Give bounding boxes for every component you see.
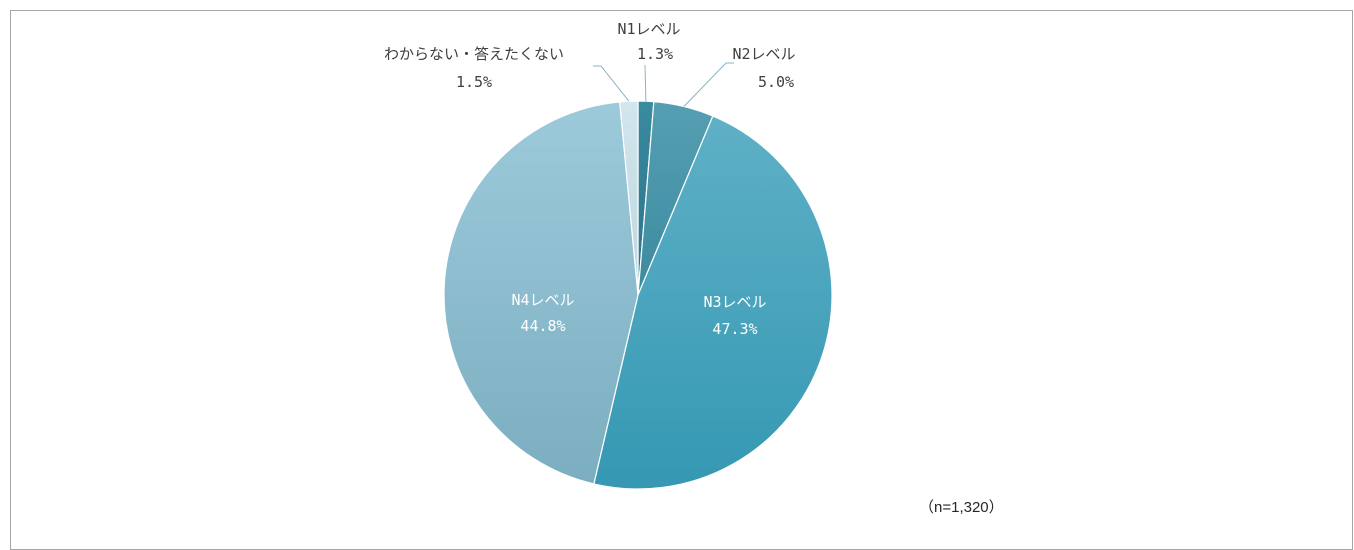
leader-line-n1 xyxy=(644,64,647,102)
pie-slices xyxy=(443,100,833,490)
slice-label-n4-value: 44.8% xyxy=(520,317,565,335)
slice-label-n3-name: N3レベル xyxy=(703,293,766,311)
slice-label-n1-value: 1.3% xyxy=(637,45,673,63)
slice-n3 xyxy=(593,115,833,490)
slice-label-unknown-value: 1.5% xyxy=(456,73,492,91)
pie-chart: N1レベル 1.3% N2レベル 5.0% N3レベル 47.3% N4レベル … xyxy=(384,20,833,490)
slice-label-unknown-name: わからない・答えたくない xyxy=(384,45,564,63)
slice-label-n1-name: N1レベル xyxy=(617,20,680,38)
slice-label-n4-name: N4レベル xyxy=(511,291,574,309)
leader-line-n2 xyxy=(683,62,734,107)
leader-line-unknown xyxy=(593,65,630,102)
slice-label-n2-name: N2レベル xyxy=(732,45,795,63)
slice-n4 xyxy=(443,101,639,485)
slice-label-n3-value: 47.3% xyxy=(712,320,757,338)
slice-label-n2-value: 5.0% xyxy=(758,73,794,91)
sample-size-note: （n=1,320） xyxy=(919,499,1004,516)
leader-lines xyxy=(593,62,734,107)
